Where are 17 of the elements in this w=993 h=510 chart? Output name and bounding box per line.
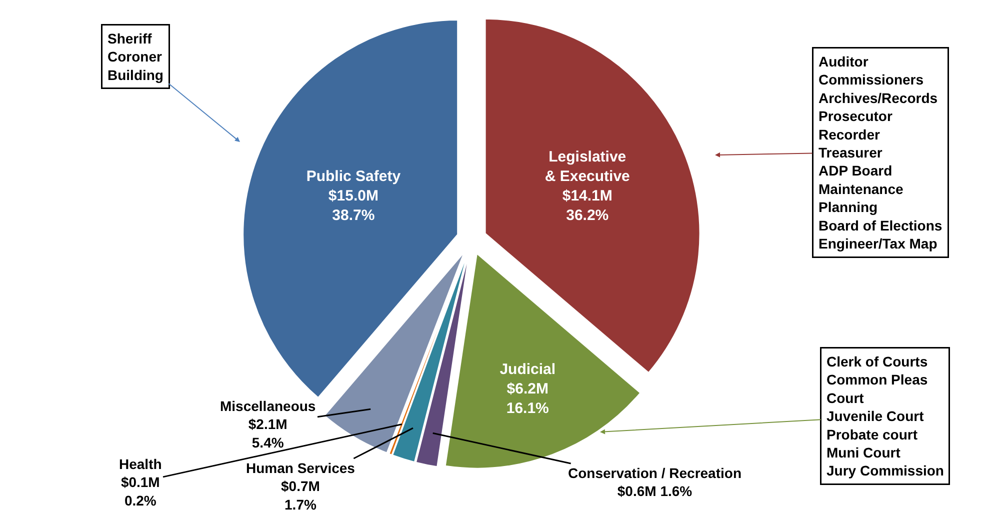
text: Auditor Commissioners Archives/Records Prosecutor Recorder Treasurer ADP Board Maintenance Planning Board of Elections Engineer/Tax Map — [818, 54, 942, 252]
slice-label: Conservation / Recreation — [568, 465, 742, 481]
data-label: $6.2M 16.1% — [506, 380, 549, 418]
slice-label: Public Safety — [306, 168, 402, 186]
slice-label: Legislative & Executive — [544, 148, 630, 186]
slice-label: Human Services — [246, 460, 356, 476]
data-label: $0.1M 0.2% — [120, 474, 160, 508]
text: Clerk of Courts Common Pleas Court Juvenile Court Probate court Muni Court Jury Commission — [826, 354, 944, 479]
data-label: $14.1M 36.2% — [562, 188, 612, 224]
data-label: $0.7M 1.7% — [281, 478, 320, 510]
text: Sheriff Coroner Building — [108, 30, 164, 83]
slice-label: Judicial — [500, 361, 556, 378]
data-label: $2.1M 5.4% — [248, 416, 288, 450]
slice-label: Health — [119, 456, 162, 472]
data-label: $0.6M 1.6% — [617, 483, 693, 500]
slice-label: Miscellaneous — [220, 398, 316, 414]
data-label: $15.0M 38.7% — [328, 188, 378, 224]
